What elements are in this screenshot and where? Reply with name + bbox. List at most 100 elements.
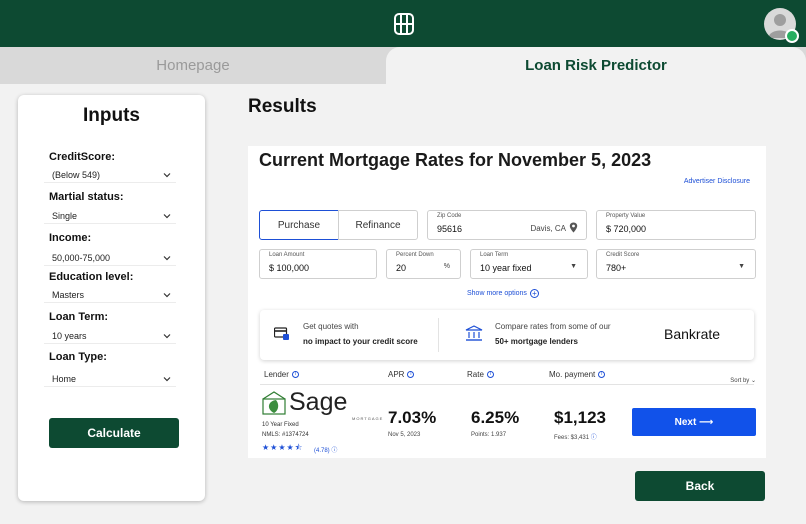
income-label: Income: [49, 232, 92, 244]
sort-by-dropdown[interactable]: Sort by ⌄ [730, 377, 756, 384]
lender-header-label: Lender [264, 370, 289, 379]
info-icon[interactable]: i [486, 371, 494, 378]
percent-down-label: Percent Down [396, 252, 434, 258]
inputs-panel: Inputs CreditScore: (Below 549) Martial … [18, 95, 205, 501]
income-select[interactable]: 50,000-75,000 [44, 251, 176, 266]
zip-code-field[interactable]: Zip Code 95616 Davis, CA [427, 210, 587, 240]
loan-term-label: Loan Term: [49, 311, 109, 323]
rate-header-label: Rate [467, 370, 484, 379]
apr-value: 7.03% [388, 408, 437, 427]
quotes-text-line1: Get quotes with [303, 322, 359, 331]
tab-bar: Homepage Loan Risk Predictor [0, 47, 806, 84]
payment-column-header[interactable]: Mo. payment i [549, 370, 606, 379]
inputs-title: Inputs [83, 105, 140, 126]
credit-score-field[interactable]: Credit Score 780+ ▼ [596, 249, 756, 279]
rates-title: Current Mortgage Rates for November 5, 2… [259, 150, 652, 170]
marital-status-label: Martial status: [49, 191, 124, 203]
percent-unit: % [443, 263, 450, 270]
info-icon[interactable]: i [291, 371, 299, 378]
product-type: 10 Year Fixed [262, 422, 299, 428]
chevron-down-icon [163, 256, 171, 261]
education-level-label: Education level: [49, 271, 134, 283]
education-level-value: Masters [52, 290, 85, 300]
chevron-down-icon [163, 214, 171, 219]
tab-homepage[interactable]: Homepage [156, 57, 230, 74]
credit-score-field-label: Credit Score [606, 252, 640, 258]
info-icon[interactable]: ⓘ [331, 448, 338, 454]
property-value-amount: 720,000 [613, 224, 647, 234]
property-value-field[interactable]: Property Value $ 720,000 [596, 210, 756, 240]
location-pin-icon [569, 222, 578, 233]
chevron-down-icon: ⌄ [750, 378, 756, 384]
lender-column-header[interactable]: Lender i [264, 370, 299, 379]
calculate-button[interactable]: Calculate [49, 418, 179, 448]
mortgage-rates-widget: Current Mortgage Rates for November 5, 2… [248, 146, 766, 458]
plus-circle-icon: + [529, 289, 539, 298]
zip-code-value: 95616 [437, 224, 463, 234]
info-icon[interactable]: ⓘ [590, 435, 597, 441]
zip-location: Davis, CA [530, 224, 566, 233]
loan-type-select[interactable]: Home [44, 372, 176, 387]
loan-type-label: Loan Type: [49, 351, 107, 363]
sort-by-label: Sort by [730, 378, 750, 384]
points-value: Points: 1.937 [471, 432, 507, 438]
online-status-dot [785, 29, 799, 43]
loan-type-value: Home [52, 374, 77, 384]
results-title: Results [248, 96, 317, 117]
loan-amount-amount: 100,000 [276, 263, 310, 273]
purchase-toggle[interactable]: Purchase [259, 210, 339, 240]
tab-loan-risk-predictor[interactable]: Loan Risk Predictor [386, 47, 806, 84]
lender-name[interactable]: Sage [289, 388, 348, 416]
caret-down-icon: ▼ [570, 263, 577, 270]
advertiser-disclosure-link[interactable]: Advertiser Disclosure [683, 178, 750, 185]
show-more-options-link[interactable]: Show more options + [467, 289, 539, 298]
loan-term-select[interactable]: 10 years [44, 329, 176, 344]
loan-amount-field[interactable]: Loan Amount $ 100,000 [259, 249, 377, 279]
refinance-toggle[interactable]: Refinance [338, 210, 418, 240]
loan-term-value: 10 years [52, 331, 87, 341]
bridge-logo-icon[interactable] [393, 12, 415, 36]
back-button[interactable]: Back [635, 471, 765, 501]
nmls-number: NMLS: #1374724 [262, 432, 309, 438]
fees-value[interactable]: Fees: $3,431 ⓘ [554, 432, 597, 441]
fees-text: Fees: $3,431 [554, 435, 590, 441]
loan-term-field-label: Loan Term [480, 252, 509, 258]
strip-divider [438, 318, 439, 352]
credit-card-lock-icon [274, 327, 289, 340]
percent-down-value: 20 [396, 263, 407, 273]
lender-subtitle: MORTGAGE [352, 416, 384, 421]
chevron-down-icon [163, 173, 171, 178]
rating-value[interactable]: (4.78) ⓘ [314, 445, 337, 454]
bankrate-info-strip: Get quotes with no impact to your credit… [260, 310, 754, 360]
property-value-label: Property Value [606, 213, 646, 219]
top-bar [0, 0, 806, 47]
header-divider [260, 384, 754, 385]
currency-symbol: $ [606, 224, 612, 234]
info-icon[interactable]: i [407, 371, 415, 378]
education-level-select[interactable]: Masters [44, 288, 176, 303]
percent-down-field[interactable]: Percent Down 20 % [386, 249, 461, 279]
apr-column-header[interactable]: APR i [388, 370, 415, 379]
zip-code-label: Zip Code [437, 213, 462, 219]
rate-value: 6.25% [471, 408, 520, 427]
chevron-down-icon [163, 377, 171, 382]
loan-term-field-value: 10 year fixed [480, 263, 532, 273]
quotes-text-line2: no impact to your credit score [303, 337, 418, 346]
rate-column-header[interactable]: Rate i [467, 370, 494, 379]
credit-score-select[interactable]: (Below 549) [44, 168, 176, 183]
sage-leaf-logo-icon[interactable] [262, 391, 288, 415]
bank-building-icon [465, 325, 483, 341]
next-button[interactable]: Next ⟶ [632, 408, 756, 436]
compare-text-line1: Compare rates from some of our [495, 322, 611, 331]
chevron-down-icon [163, 334, 171, 339]
apr-header-label: APR [388, 370, 405, 379]
monthly-payment-value: $1,123 [554, 408, 606, 427]
info-icon[interactable]: i [598, 371, 606, 378]
loan-term-field[interactable]: Loan Term 10 year fixed ▼ [470, 249, 588, 279]
currency-symbol: $ [269, 263, 275, 273]
caret-down-icon: ▼ [738, 263, 745, 270]
loan-amount-label: Loan Amount [269, 252, 305, 258]
marital-status-select[interactable]: Single [44, 209, 176, 224]
credit-score-field-value: 780+ [606, 263, 627, 273]
chevron-down-icon [163, 293, 171, 298]
